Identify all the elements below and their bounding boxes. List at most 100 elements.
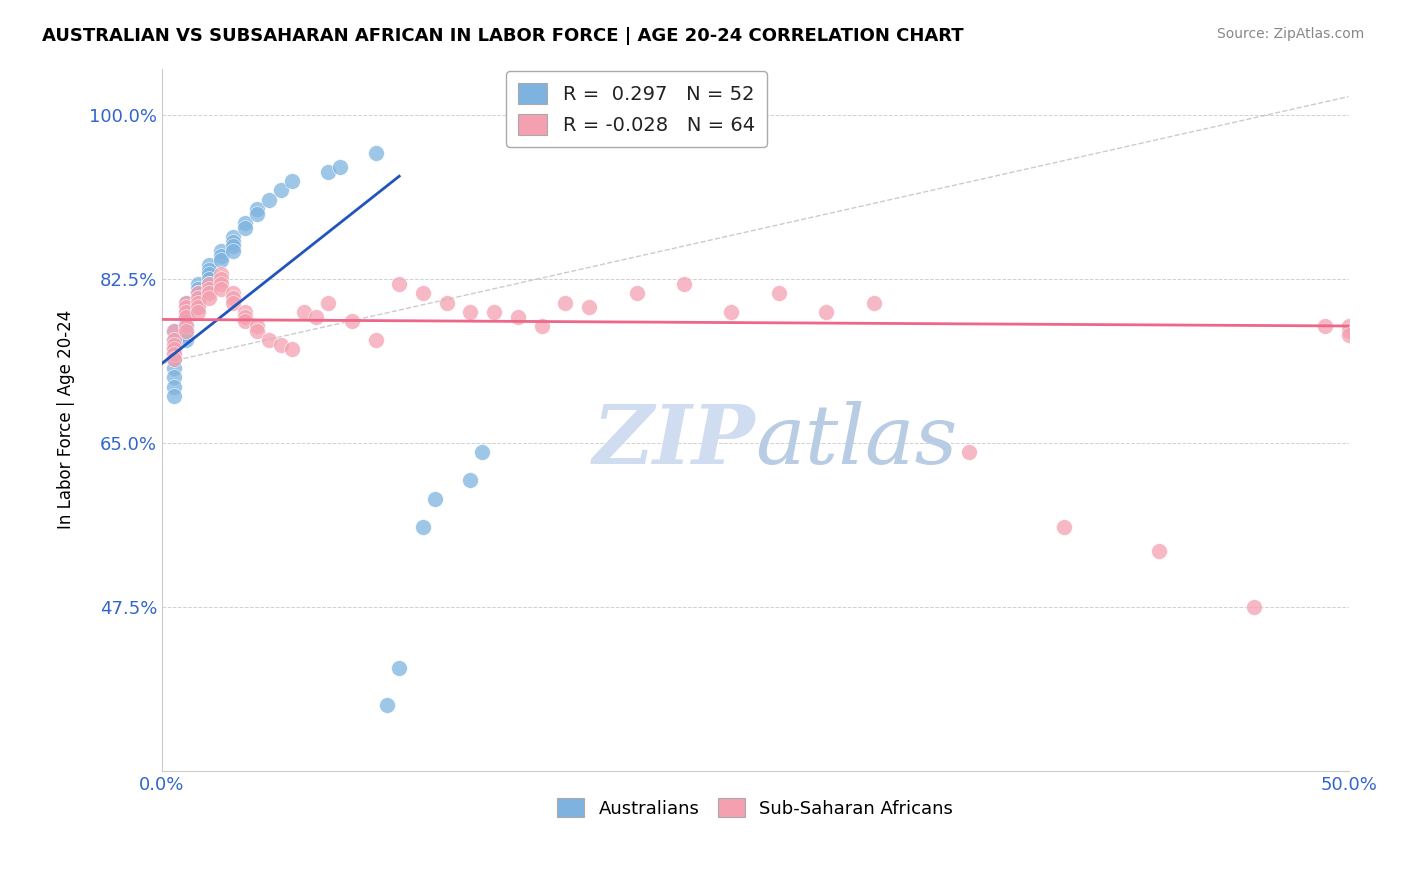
Point	[233, 305, 256, 319]
Point	[1337, 324, 1360, 338]
Point	[186, 295, 208, 310]
Point	[246, 324, 269, 338]
Point	[233, 216, 256, 230]
Point	[198, 277, 221, 291]
Text: ZIP: ZIP	[592, 401, 755, 481]
Point	[186, 300, 208, 314]
Point	[1053, 520, 1076, 534]
Point	[163, 351, 186, 366]
Point	[768, 286, 790, 301]
Point	[198, 286, 221, 301]
Point	[626, 286, 648, 301]
Point	[163, 351, 186, 366]
Point	[281, 343, 304, 357]
Point	[163, 333, 186, 347]
Point	[163, 343, 186, 357]
Point	[163, 347, 186, 361]
Point	[163, 337, 186, 351]
Point	[163, 343, 186, 357]
Point	[174, 295, 197, 310]
Point	[471, 445, 494, 459]
Point	[186, 277, 208, 291]
Point	[233, 220, 256, 235]
Point	[198, 262, 221, 277]
Point	[222, 244, 245, 258]
Point	[388, 661, 411, 675]
Point	[460, 474, 482, 488]
Point	[186, 291, 208, 305]
Point	[174, 318, 197, 333]
Point	[163, 324, 186, 338]
Point	[222, 286, 245, 301]
Point	[198, 291, 221, 305]
Point	[506, 310, 529, 324]
Point	[209, 272, 232, 286]
Point	[209, 244, 232, 258]
Point	[209, 249, 232, 263]
Text: atlas: atlas	[755, 401, 957, 481]
Point	[174, 305, 197, 319]
Point	[198, 268, 221, 282]
Text: AUSTRALIAN VS SUBSAHARAN AFRICAN IN LABOR FORCE | AGE 20-24 CORRELATION CHART: AUSTRALIAN VS SUBSAHARAN AFRICAN IN LABO…	[42, 27, 963, 45]
Point	[222, 235, 245, 249]
Point	[436, 295, 458, 310]
Point	[364, 333, 387, 347]
Point	[270, 337, 292, 351]
Point	[1337, 328, 1360, 343]
Point	[460, 305, 482, 319]
Point	[186, 286, 208, 301]
Point	[257, 333, 280, 347]
Point	[198, 272, 221, 286]
Point	[423, 492, 446, 507]
Point	[163, 361, 186, 376]
Point	[815, 305, 838, 319]
Point	[257, 193, 280, 207]
Point	[316, 295, 339, 310]
Point	[957, 445, 980, 459]
Point	[186, 281, 208, 295]
Point	[720, 305, 742, 319]
Point	[186, 291, 208, 305]
Point	[163, 370, 186, 384]
Point	[673, 277, 696, 291]
Point	[163, 389, 186, 403]
Point	[233, 310, 256, 324]
Point	[222, 291, 245, 305]
Point	[174, 310, 197, 324]
Point	[292, 305, 315, 319]
Point	[198, 258, 221, 272]
Point	[388, 277, 411, 291]
Point	[412, 520, 434, 534]
Point	[174, 310, 197, 324]
Point	[174, 333, 197, 347]
Point	[554, 295, 576, 310]
Point	[1313, 318, 1336, 333]
Point	[198, 281, 221, 295]
Point	[377, 698, 399, 713]
Point	[530, 318, 553, 333]
Point	[186, 295, 208, 310]
Point	[364, 145, 387, 160]
Point	[163, 333, 186, 347]
Point	[1337, 318, 1360, 333]
Y-axis label: In Labor Force | Age 20-24: In Labor Force | Age 20-24	[58, 310, 75, 529]
Text: Source: ZipAtlas.com: Source: ZipAtlas.com	[1216, 27, 1364, 41]
Point	[246, 202, 269, 216]
Point	[1243, 599, 1265, 614]
Point	[163, 347, 186, 361]
Point	[174, 324, 197, 338]
Point	[174, 295, 197, 310]
Point	[163, 324, 186, 338]
Point	[163, 380, 186, 394]
Point	[186, 305, 208, 319]
Point	[174, 300, 197, 314]
Legend: Australians, Sub-Saharan Africans: Australians, Sub-Saharan Africans	[550, 790, 960, 825]
Point	[246, 318, 269, 333]
Point	[209, 268, 232, 282]
Point	[174, 314, 197, 328]
Point	[482, 305, 505, 319]
Point	[186, 300, 208, 314]
Point	[174, 318, 197, 333]
Point	[270, 183, 292, 197]
Point	[316, 164, 339, 178]
